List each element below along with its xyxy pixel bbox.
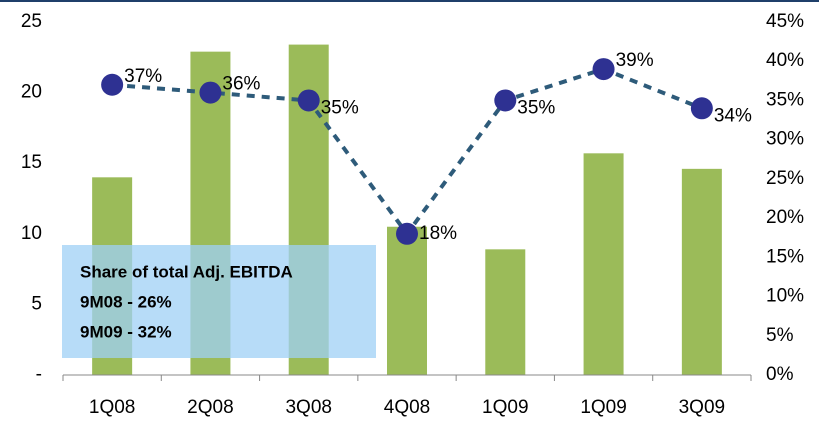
marker [101,73,124,96]
marker [297,89,320,112]
y-tick-label: 15 [21,152,42,173]
x-tick-label: 3Q08 [285,397,331,418]
marker [690,97,713,120]
marker [494,89,517,112]
marker [592,58,615,81]
annotation-text: 9M09 - 32% [80,322,172,341]
y2-tick-label: 40% [766,50,804,71]
bar [485,249,526,375]
top-border [0,0,819,2]
x-tick-label: 1Q09 [580,397,626,418]
data-label: 34% [714,105,752,126]
bar [681,168,722,375]
bar [583,153,624,375]
y-tick-label: 25 [21,11,42,32]
data-label: 35% [517,97,555,118]
y-tick-label: 10 [21,223,42,244]
y2-tick-label: 20% [766,207,804,228]
y2-tick-label: 35% [766,89,804,110]
y2-tick-label: 15% [766,246,804,267]
data-label: 39% [616,50,654,71]
y-tick-label: - [36,364,42,385]
y2-tick-label: 5% [766,325,794,346]
data-label: 36% [222,74,260,95]
data-label: 37% [124,66,162,87]
y2-tick-label: 30% [766,129,804,150]
data-label: 35% [321,97,359,118]
data-label: 18% [419,223,457,244]
y2-tick-label: 0% [766,364,794,385]
x-tick-label: 1Q08 [89,397,135,418]
x-tick-label: 1Q09 [482,397,528,418]
bar [387,226,427,375]
y2-tick-label: 45% [766,11,804,32]
y2-tick-label: 25% [766,168,804,189]
marker [199,81,222,104]
annotation-text: 9M08 - 26% [80,292,172,311]
x-tick-label: 3Q09 [679,397,725,418]
annotation-text: Share of total Adj. EBITDA [80,262,293,281]
annotation-box [62,245,376,358]
x-tick-label: 2Q08 [187,397,233,418]
marker [396,222,418,245]
y-tick-label: 20 [21,82,42,103]
y2-tick-label: 10% [766,286,804,307]
y-tick-label: 5 [31,293,42,314]
x-tick-label: 4Q08 [384,397,430,418]
